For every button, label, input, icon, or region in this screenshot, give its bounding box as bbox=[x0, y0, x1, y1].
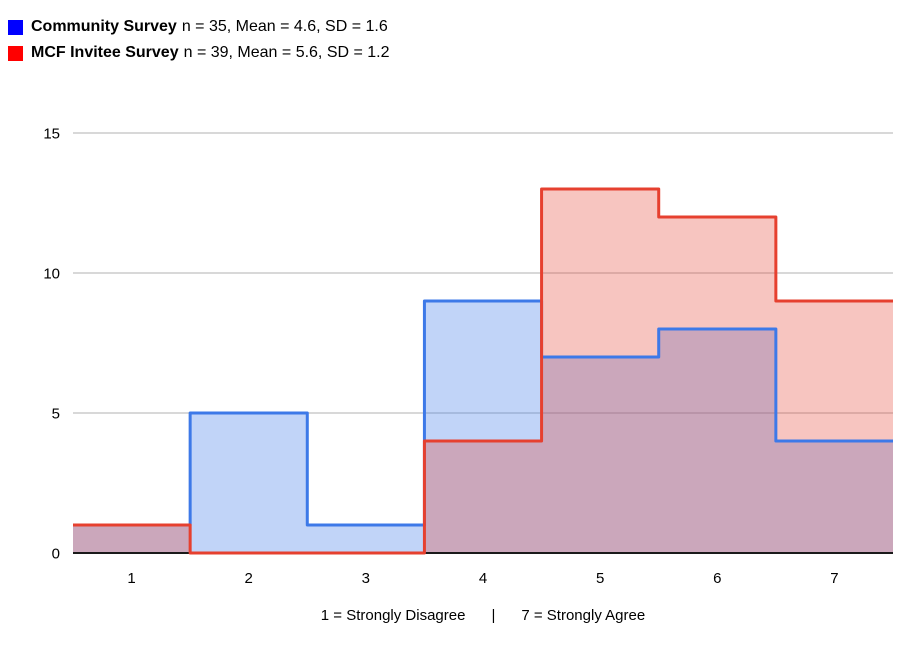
x-tick-label-5: 5 bbox=[596, 570, 604, 587]
x-tick-label-6: 6 bbox=[713, 570, 721, 587]
x-tick-label-2: 2 bbox=[245, 570, 253, 587]
legend-series-stats: n = 39, Mean = 5.6, SD = 1.2 bbox=[183, 44, 390, 61]
y-tick-label-15: 15 bbox=[43, 126, 60, 143]
series-fill-1 bbox=[73, 189, 893, 553]
x-tick-label-4: 4 bbox=[479, 570, 487, 587]
y-tick-label-0: 0 bbox=[52, 546, 60, 563]
caption-left: 1 = Strongly Disagree bbox=[320, 607, 466, 624]
series-line-0 bbox=[73, 299, 893, 527]
legend-series-stats: n = 35, Mean = 4.6, SD = 1.6 bbox=[181, 18, 388, 35]
x-tick-label-3: 3 bbox=[362, 570, 370, 587]
legend-item-community-survey: Community Survey n = 35, Mean = 4.6, SD … bbox=[8, 14, 390, 40]
x-tick-label-1: 1 bbox=[127, 570, 135, 587]
y-tick-label-5: 5 bbox=[52, 406, 60, 423]
legend-item-mcf-invitee-survey: MCF Invitee Survey n = 39, Mean = 5.6, S… bbox=[8, 40, 390, 66]
y-tick-label-10: 10 bbox=[43, 266, 60, 283]
series-fill-0 bbox=[73, 301, 893, 553]
x-axis-caption: 1 = Strongly Disagree | 7 = Strongly Agree bbox=[73, 607, 893, 624]
legend-series-name: Community Survey bbox=[31, 18, 177, 35]
caption-divider: | bbox=[491, 607, 496, 624]
legend-series-name: MCF Invitee Survey bbox=[31, 44, 179, 61]
caption-right: 7 = Strongly Agree bbox=[521, 607, 646, 624]
legend-swatch-red-icon bbox=[8, 45, 23, 61]
chart-legend: Community Survey n = 35, Mean = 4.6, SD … bbox=[8, 14, 390, 66]
x-tick-label-7: 7 bbox=[830, 570, 838, 587]
series-line-1 bbox=[73, 187, 893, 555]
legend-swatch-blue-icon bbox=[8, 19, 23, 35]
